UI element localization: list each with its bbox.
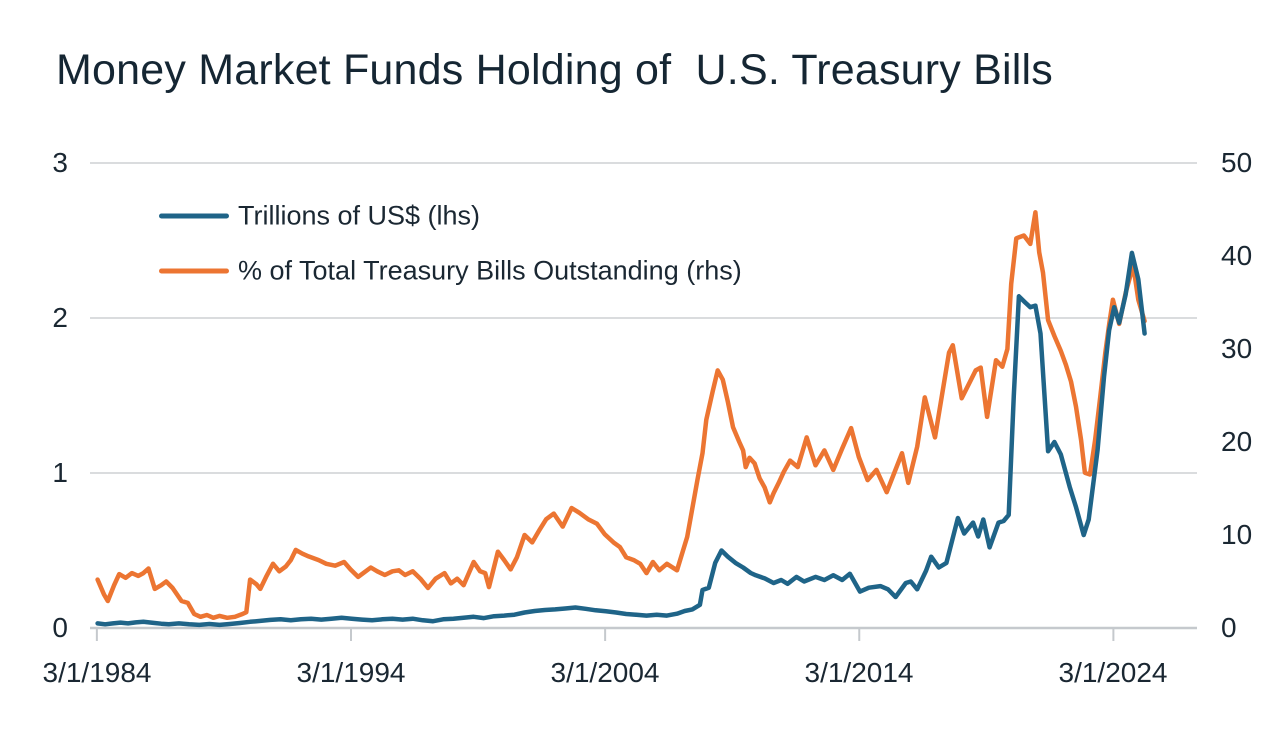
right-axis-tick-50: 50 xyxy=(1221,147,1253,178)
x-axis-tick-2024: 3/1/2024 xyxy=(1058,657,1168,688)
x-axis-tick-2004: 3/1/2004 xyxy=(550,657,660,688)
right-axis-tick-20: 20 xyxy=(1221,426,1253,457)
x-axis-tick-1994: 3/1/1994 xyxy=(296,657,406,688)
legend-label: % of Total Treasury Bills Outstanding (r… xyxy=(238,255,742,286)
right-axis-tick-0: 0 xyxy=(1221,612,1237,643)
legend-swatch-orange-line xyxy=(159,268,229,274)
left-axis-tick-2: 2 xyxy=(52,302,68,333)
legend-label: Trillions of US$ (lhs) xyxy=(238,200,481,231)
right-axis-tick-30: 30 xyxy=(1221,333,1253,364)
legend-swatch-blue-line xyxy=(159,213,229,219)
x-axis-tick-1984: 3/1/1984 xyxy=(42,657,152,688)
left-axis-tick-3: 3 xyxy=(52,147,68,178)
series-line-trillions xyxy=(95,250,1147,628)
legend-item-trillions: Trillions of US$ (lhs) xyxy=(159,201,480,232)
x-axis-tick-2014: 3/1/2014 xyxy=(804,657,914,688)
legend-item-percent: % of Total Treasury Bills Outstanding (r… xyxy=(159,256,742,287)
series-line-tbill-share xyxy=(95,210,1147,621)
left-axis-tick-0: 0 xyxy=(52,612,68,643)
left-axis-tick-1: 1 xyxy=(52,457,68,488)
right-axis-tick-10: 10 xyxy=(1221,519,1253,550)
chart-title: Money Market Funds Holding of U.S. Treas… xyxy=(56,46,1053,94)
right-axis-tick-40: 40 xyxy=(1221,240,1253,271)
